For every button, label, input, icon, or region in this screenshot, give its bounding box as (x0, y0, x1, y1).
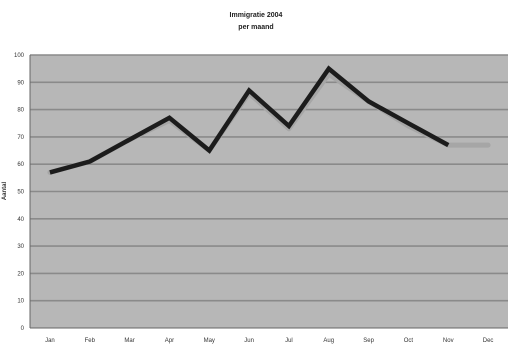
y-tick-label: 100 (14, 53, 25, 59)
x-tick-label: Jun (244, 338, 254, 344)
y-axis-label: Aantal (2, 182, 8, 201)
x-tick-label: Mar (124, 338, 134, 344)
x-tick-label: Feb (85, 338, 96, 344)
y-tick-label: 90 (17, 80, 24, 86)
x-tick-label: Jul (285, 338, 293, 344)
chart-title: Immigratie 2004 (230, 12, 283, 19)
y-tick-label: 70 (17, 135, 24, 141)
chart-subtitle: per maand (238, 24, 273, 31)
x-tick-label: Jan (45, 338, 55, 344)
y-tick-label: 10 (17, 299, 24, 305)
x-tick-label: Sep (363, 338, 374, 344)
x-tick-label: Nov (443, 338, 454, 344)
y-tick-label: 30 (17, 244, 24, 250)
y-tick-label: 50 (17, 190, 24, 196)
y-tick-label: 20 (17, 271, 24, 277)
x-tick-label: May (204, 338, 215, 344)
y-tick-label: 60 (17, 162, 24, 168)
x-tick-label: Aug (323, 338, 334, 344)
y-tick-label: 40 (17, 217, 24, 223)
x-tick-label: Oct (404, 338, 414, 344)
x-tick-label: Dec (483, 338, 494, 344)
y-tick-label: 0 (21, 326, 25, 332)
y-tick-label: 80 (17, 108, 24, 114)
x-tick-label: Apr (165, 338, 174, 344)
